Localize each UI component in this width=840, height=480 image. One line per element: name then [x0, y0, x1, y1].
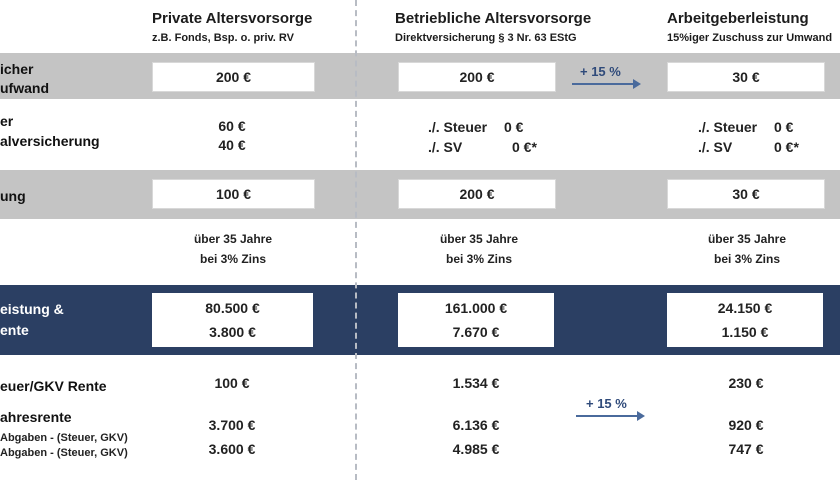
employer-dauer: über 35 Jahre	[707, 232, 787, 246]
employer-aufwand-value: 30 €	[732, 69, 760, 85]
employer-aufwand-box: 30 €	[667, 62, 825, 92]
arrow-right-icon	[576, 411, 645, 421]
increase-arrow-top-label: + 15 %	[580, 64, 621, 79]
company-aufwand-value: 200 €	[459, 69, 495, 85]
row-label-leistung-2: ente	[0, 322, 29, 338]
employer-kapital-value: 24.150 €	[717, 300, 773, 316]
company-sv-label: ./. SV	[428, 139, 463, 155]
company-jahres-1: 6.136 €	[452, 417, 500, 433]
company-zahlung-value: 200 €	[459, 186, 495, 202]
private-steuer-value: 60 €	[218, 118, 246, 134]
employer-zahlung-value: 30 €	[732, 186, 760, 202]
company-steuer-value: 0 €	[504, 119, 524, 135]
employer-leistung-box: 24.150 € 1.150 €	[667, 293, 823, 347]
company-kapital-value: 161.000 €	[444, 300, 508, 316]
arrow-right-icon	[572, 79, 641, 89]
employer-jahres-1: 920 €	[728, 417, 764, 433]
row-label-zahlung: ung	[0, 188, 26, 204]
private-aufwand-box: 200 €	[152, 62, 315, 92]
row-label-steuer-2: alversicherung	[0, 133, 100, 149]
row-label-abgaben-1: Abgaben - (Steuer, GKV)	[0, 432, 128, 444]
company-leistung-box: 161.000 € 7.670 €	[398, 293, 554, 347]
row-label-jahresrente: ahresrente	[0, 409, 72, 425]
employer-jahres-2: 747 €	[728, 441, 764, 457]
header-employer-title: Arbeitgeberleistung	[667, 10, 809, 27]
private-jahres-2: 3.600 €	[208, 441, 256, 457]
row-label-aufwand-1: icher	[0, 61, 34, 77]
row-label-steuer-1: er	[0, 113, 14, 129]
header-private-title: Private Altersvorsorge	[152, 10, 313, 27]
employer-zahlung-box: 30 €	[667, 179, 825, 209]
header-private-subtitle: z.B. Fonds, Bsp. o. priv. RV	[152, 32, 294, 44]
private-leistung-box: 80.500 € 3.800 €	[152, 293, 313, 347]
company-tax-block: ./. Steuer 0 € ./. SV 0 €*	[428, 117, 537, 157]
employer-tax-block: ./. Steuer 0 € ./. SV 0 €*	[698, 117, 799, 157]
employer-gkv-value: 230 €	[728, 375, 764, 391]
row-label-leistung-1: eistung &	[0, 301, 64, 317]
private-kapital-value: 80.500 €	[205, 300, 260, 316]
employer-sv-value: 0 €*	[774, 139, 799, 155]
employer-sv-label: ./. SV	[698, 139, 733, 155]
private-sv-value: 40 €	[218, 137, 246, 153]
increase-arrow-bottom-label: + 15 %	[586, 396, 627, 411]
header-company-subtitle: Direktversicherung § 3 Nr. 63 EStG	[395, 32, 577, 44]
private-zahlung-box: 100 €	[152, 179, 315, 209]
private-aufwand-value: 200 €	[215, 69, 252, 85]
private-dauer: über 35 Jahre	[193, 232, 273, 246]
company-jahres-2: 4.985 €	[452, 441, 500, 457]
row-label-gkv: euer/GKV Rente	[0, 378, 107, 394]
private-zins: bei 3% Zins	[199, 252, 267, 266]
private-gkv-value: 100 €	[214, 375, 250, 391]
company-rente-value: 7.670 €	[452, 324, 500, 340]
company-gkv-value: 1.534 €	[452, 375, 500, 391]
employer-zins: bei 3% Zins	[713, 252, 781, 266]
row-label-aufwand-2: ufwand	[0, 80, 49, 96]
company-zins: bei 3% Zins	[445, 252, 513, 266]
employer-steuer-label: ./. Steuer	[698, 119, 758, 135]
header-company-title: Betriebliche Altersvorsorge	[395, 10, 592, 27]
company-aufwand-box: 200 €	[398, 62, 556, 92]
private-jahres-1: 3.700 €	[208, 417, 256, 433]
company-dauer: über 35 Jahre	[439, 232, 519, 246]
private-zahlung-value: 100 €	[215, 186, 252, 202]
row-label-abgaben-2: Abgaben - (Steuer, GKV)	[0, 447, 128, 459]
header-employer-subtitle: 15%iger Zuschuss zur Umwand	[667, 32, 833, 44]
column-divider	[355, 0, 357, 480]
employer-steuer-value: 0 €	[774, 119, 794, 135]
increase-arrow-top: + 15 %	[570, 64, 642, 92]
company-steuer-label: ./. Steuer	[428, 119, 488, 135]
company-zahlung-box: 200 €	[398, 179, 556, 209]
private-rente-value: 3.800 €	[209, 324, 256, 340]
company-sv-value: 0 €*	[512, 139, 537, 155]
increase-arrow-bottom: + 15 %	[574, 396, 646, 424]
employer-rente-value: 1.150 €	[721, 324, 769, 340]
